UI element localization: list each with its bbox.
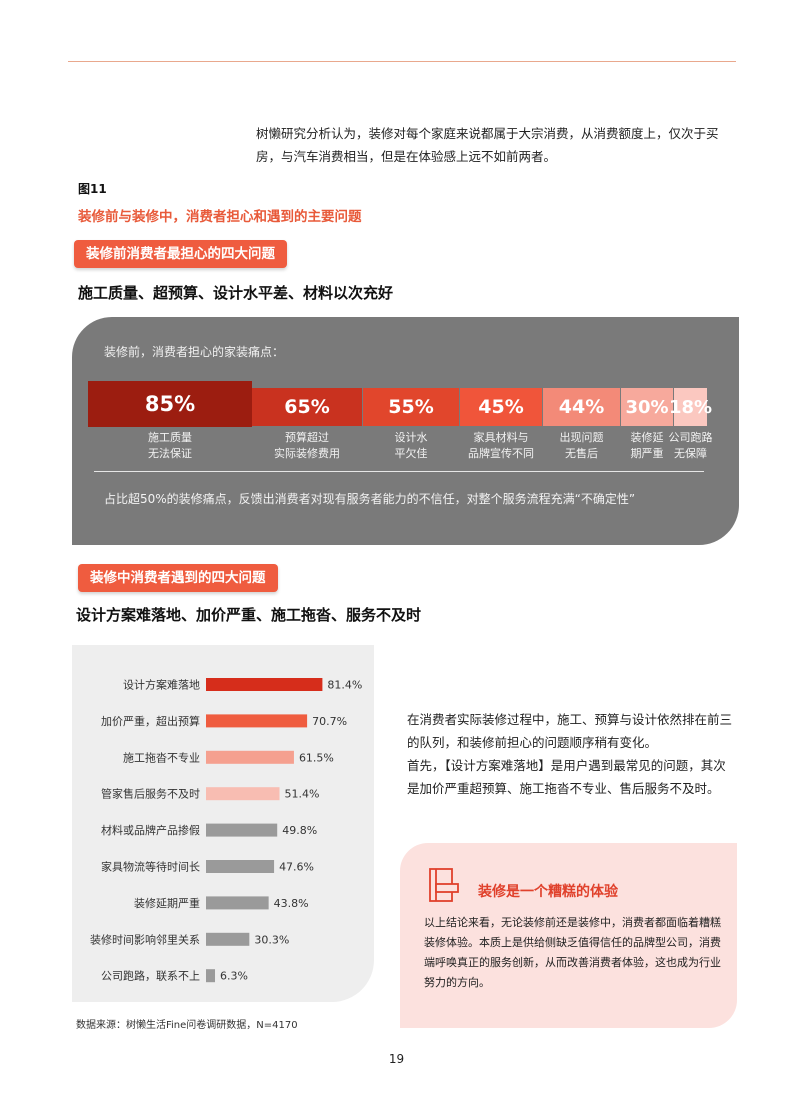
intro-paragraph: 树懒研究分析认为，装修对每个家庭来说都属于大宗消费，从消费额度上，仅次于买房，与… bbox=[256, 126, 719, 164]
pain-point-caption-line: 出现问题 bbox=[559, 431, 604, 444]
pain-point-segment: 55% bbox=[363, 388, 459, 426]
data-source: 数据来源：树懒生活Fine问卷调研数据，N=4170 bbox=[76, 1020, 298, 1031]
figure-label: 图11 bbox=[78, 182, 107, 196]
bar-category-label: 装修时间影响邻里关系 bbox=[90, 932, 200, 946]
section2-tag: 装修中消费者遇到的四大问题 bbox=[78, 564, 278, 592]
bar-category-label: 管家售后服务不及时 bbox=[101, 787, 200, 801]
callout-box bbox=[400, 843, 737, 1028]
callout-body: 以上结论来看，无论装修前还是装修中，消费者都面临着糟糕装修体验。本质上是供给侧缺… bbox=[424, 916, 721, 989]
pain-point-caption: 设计水 平欠佳 bbox=[363, 430, 459, 462]
bar-category-label: 施工拖沓不专业 bbox=[123, 750, 200, 764]
pain-point-caption-line: 实际装修费用 bbox=[274, 447, 340, 460]
bar bbox=[206, 896, 269, 910]
pain-point-segment: 30% bbox=[621, 388, 673, 426]
pain-point-caption-line: 无售后 bbox=[565, 447, 598, 460]
bar-value-label: 6.3% bbox=[220, 970, 248, 983]
right-paragraph-2: 首先，【设计方案难落地】是用户遇到最常见的问题，其次是加价严重超预算、施工拖沓不… bbox=[407, 758, 726, 796]
pain-point-caption: 预算超过实际装修费用 bbox=[252, 430, 362, 462]
right-paragraph-1: 在消费者实际装修过程中，施工、预算与设计依然排在前三的队列，和装修前担心的问题顺… bbox=[407, 712, 733, 750]
bar-value-label: 70.7% bbox=[312, 715, 347, 728]
bar bbox=[206, 714, 308, 728]
pain-points-panel bbox=[72, 317, 739, 545]
bar bbox=[206, 860, 275, 873]
panel-label: 装修前，消费者担心的家装痛点： bbox=[104, 345, 285, 359]
pain-point-caption: 公司跑路 无保障 bbox=[655, 430, 727, 462]
header-rule bbox=[68, 61, 736, 62]
pain-point-segment: 65% bbox=[252, 388, 362, 426]
pain-point-caption-line: 预算超过 bbox=[285, 431, 329, 444]
pain-point-segment: 44% bbox=[543, 388, 620, 426]
pain-point-caption-line: 品牌宣传不同 bbox=[468, 447, 534, 460]
bar bbox=[206, 932, 250, 946]
bar-value-label: 47.6% bbox=[279, 861, 314, 874]
section2-heading: 设计方案难落地、加价严重、施工拖沓、服务不及时 bbox=[76, 606, 422, 624]
section1-heading: 施工质量、超预算、设计水平差、材料以次充好 bbox=[78, 284, 394, 302]
pain-point-caption-line: 期严重 bbox=[630, 447, 664, 460]
bar bbox=[206, 787, 280, 801]
bar-value-label: 43.8% bbox=[274, 897, 309, 910]
pain-point-caption-line: 施工质量 bbox=[148, 431, 192, 444]
panel-note: 占比超50%的装修痛点，反馈出消费者对现有服务者能力的不信任，对整个服务流程充满… bbox=[104, 492, 636, 506]
right-paragraphs: 在消费者实际装修过程中，施工、预算与设计依然排在前三的队列，和装修前担心的问题顺… bbox=[407, 708, 737, 800]
bar-value-label: 49.8% bbox=[282, 824, 317, 837]
bar-value-label: 30.3% bbox=[254, 933, 289, 946]
bar-category-label: 设计方案难落地 bbox=[123, 678, 200, 692]
pain-point-caption-line: 装修延 bbox=[630, 431, 664, 444]
document-icon bbox=[429, 868, 459, 902]
bar-category-label: 公司跑路，联系不上 bbox=[101, 969, 200, 983]
bar bbox=[206, 678, 323, 691]
bar-category-label: 装修延期严重 bbox=[134, 896, 200, 910]
pain-point-segment: 45% bbox=[460, 388, 542, 426]
pain-point-caption-line: 设计水 bbox=[394, 431, 428, 444]
figure-title: 装修前与装修中，消费者担心和遇到的主要问题 bbox=[78, 209, 362, 225]
bar-category-label: 家具物流等待时间长 bbox=[101, 860, 200, 874]
pain-point-caption-line: 公司跑路 bbox=[668, 431, 713, 444]
page-number: 19 bbox=[388, 1052, 405, 1066]
bar bbox=[206, 750, 294, 764]
pain-point-caption-line: 平欠佳 bbox=[394, 447, 428, 460]
pain-point-caption-line: 无法保证 bbox=[148, 447, 192, 460]
pain-point-segment: 18% bbox=[669, 388, 712, 426]
pain-point-caption-line: 家具材料与 bbox=[473, 431, 529, 444]
pain-point-caption-line: 无保障 bbox=[674, 447, 707, 460]
bar-category-label: 材料或品牌产品掺假 bbox=[101, 823, 200, 837]
bar-value-label: 81.4% bbox=[327, 679, 362, 692]
pain-point-caption: 施工质量 无法保证 bbox=[88, 430, 252, 462]
pain-point-caption: 装修延 期严重 bbox=[611, 430, 683, 462]
bar-category-label: 加价严重，超出预算 bbox=[101, 714, 200, 728]
pain-point-segment: 85% bbox=[88, 381, 252, 427]
section1-tag: 装修前消费者最担心的四大问题 bbox=[74, 240, 287, 268]
pain-point-caption: 出现问题 无售后 bbox=[543, 430, 620, 462]
bar-value-label: 61.5% bbox=[299, 751, 334, 764]
callout-title: 装修是一个糟糕的体验 bbox=[478, 884, 618, 900]
bar bbox=[206, 969, 216, 983]
bar-value-label: 51.4% bbox=[285, 788, 320, 801]
panel-divider bbox=[94, 471, 704, 472]
pain-point-caption: 家具材料与品牌宣传不同 bbox=[460, 430, 542, 462]
bar bbox=[206, 823, 278, 837]
